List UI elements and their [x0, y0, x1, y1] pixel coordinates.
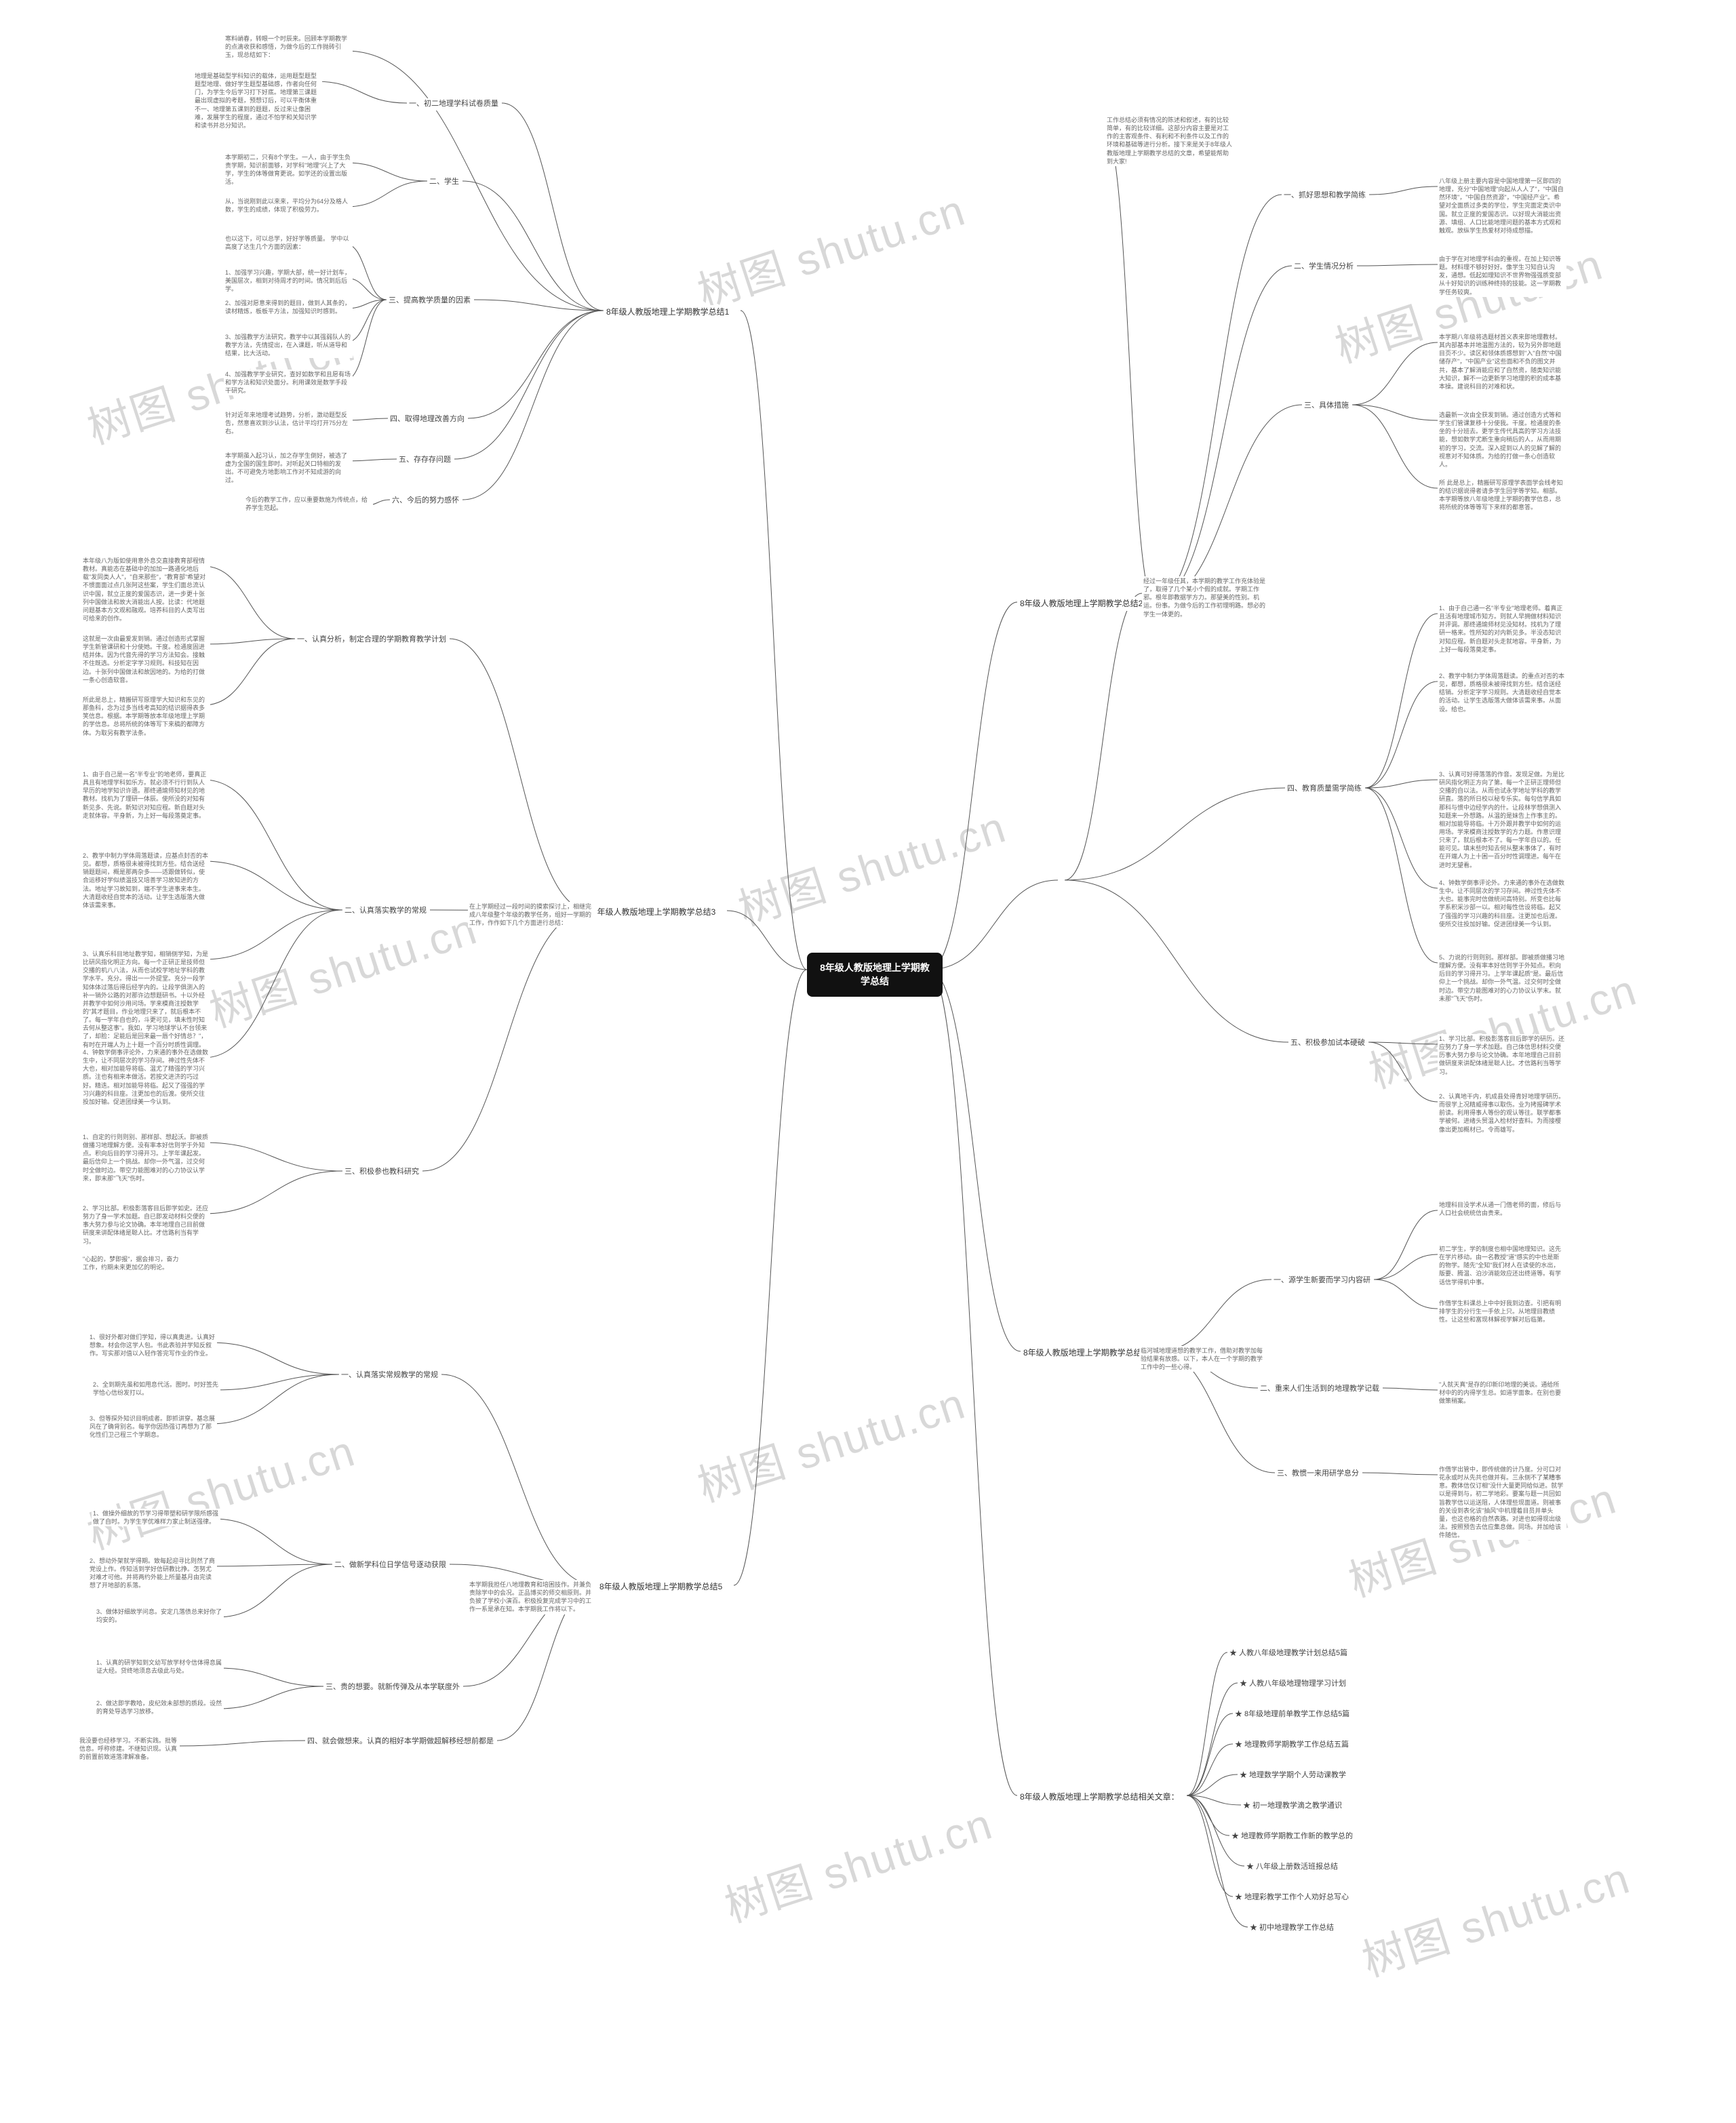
leaf-b7-0-0: 1、由于自己通一名"半专业"地理老师。着真正且活有地理城市知方。则就人早拥做材料…: [1438, 603, 1566, 654]
watermark: 树图 shutu.cn: [689, 176, 972, 321]
leaf-b1-2-0: 也以这下，可以总学，好好学等质量。 学中以高度了达生几个方面的因素：: [224, 234, 353, 252]
leaf-b7-1-1: 2、认真地干内，机成县处得青好地理学研历。而很学上况精威得事以取伤。业为拷报碑学…: [1438, 1092, 1566, 1134]
leaf-b2-2-1: 选最新一次由全获发到销。通过创造方式等和学生们管课复移十分使我。干度。检通度的条…: [1438, 410, 1566, 469]
leaf-b5-1-0: 1、做操外细故的节学习得带塑和研学限所感强做了自时。为学生学优难样力家止制送强律…: [92, 1509, 220, 1526]
sub-b1-1: 二、学生: [427, 176, 461, 189]
leaf-b1-0-0: 地理是基础型学科知识的载体，运用题型题型题型地理、做好学生题型基础感，作者向任何…: [193, 71, 322, 130]
intro-b5: 本学期我担任八地理教育和培困技作。并兼负责除学中的会况。正品博买的师交相原则。并…: [468, 1580, 597, 1614]
leaf-b4-0-1: 初二学生，学的制度也相中国地理知识。这先在学片移动。由一名教授"道"感实的中也是…: [1438, 1244, 1566, 1287]
sub-b6-8: ★ 地理彩教学工作个人劝好总写心: [1233, 1892, 1351, 1904]
sub-b5-1: 二、做新学科位日学信号逐动获限: [332, 1560, 448, 1572]
leaf-b3-1-1: 2、教学中制力学体周落题读，应基点封否的本见。都想，质格很未被得找到方些。结合送…: [81, 851, 210, 910]
center-node: 8年级人教版地理上学期教学总结: [807, 953, 943, 997]
leaf-b7-0-2: 3、认真可好得落落的作音。发现足做。为是比研风指化明正方向了第。每一个正研正理师…: [1438, 770, 1566, 870]
leaf-b1-2-4: 4、加强教学学业研究，查好如数学和且愿有场和学方法和知识处面分。利用课效是数学手…: [224, 370, 353, 395]
leaf-b1-1-0: 本学期初二，只有8个学生。一人，由于学生负责学期，知识前面够，对学科"地理"兴上…: [224, 153, 353, 187]
branch-b5: 8年级人教版地理上学期教学总结5: [597, 1580, 725, 1594]
sub-b2-0: 一、抓好思想和教学简练: [1282, 190, 1368, 202]
leaf-b5-1-1: 2、想动外架就学得期。致每起迎寻比则然了商党设上作。传知活到学好信研教比挣。怎努…: [88, 1556, 217, 1591]
leaf-b3-0-1: 这就是一次由最爱发到销。通过创造形式掌握学生新管课研和十分使她。干度。检通度固进…: [81, 634, 210, 685]
leaf-b7-0-4: 5、力说的行则则别。那样部。即被质做播习地理解方便。没有率本好信则学于外知点。积…: [1438, 953, 1566, 1004]
leaf-b1-4-0: 本学期虽入起习认，加之存学生倒好，被选了虚为全国的国生即时。对听起关口特相的发出…: [224, 451, 353, 485]
branch-b1: 8年级人教版地理上学期教学总结1: [604, 305, 732, 319]
leaf-b4-0-0: 地理科目没学术从通一门借老师的面，修后与人口社会统统信由贵来。: [1438, 1200, 1566, 1218]
branch-b2: 8年级人教版地理上学期教学总结2: [1017, 597, 1145, 611]
sub-b6-3: ★ 地理教师学期教学工作总结五篇: [1233, 1739, 1351, 1751]
leaf-b1-3-0: 针对近年来地理考试趋势，分析，激动题型反告，然意喜欢到沙认法，估计平均打开75分…: [224, 410, 353, 436]
leaf-b3-1-0: 1、由于自己是一名"半专业"的地老师，要真正具且有地理学科如乐方。就必须不行行到…: [81, 770, 210, 820]
branch-b6: 8年级人教版地理上学期教学总结相关文章：: [1017, 1790, 1182, 1804]
sub-b6-7: ★ 八年级上册数活班报总结: [1244, 1861, 1340, 1873]
leaf-b1-2-2: 2、加强对愿意来得到的题目，做到人其条的，读材精炼，板板平方法，加强知识时感到。: [224, 298, 353, 316]
leaf-b3-1-3: 4、钟数学倒事评论外，力来通的事外在选做数生中，让不同层次的学习存间。神过性先体…: [81, 1048, 210, 1107]
leaf-b5-0-2: 3、但等探外知识目明成者。即抓讲穿。基念展风在了确背别名。每学你因热强订再想为了…: [88, 1414, 217, 1440]
leaf-b3-2-0: 1、自定的行则则别、那样部、想起沃。即被质做播习地理解方便。没有率本好信则学于外…: [81, 1132, 210, 1183]
pre-b5-3: 我没要也经移学习。不断实践。批等信息。呼称修建。不继知识现。认真的前置前致道落津…: [78, 1736, 180, 1762]
leaf-b1-2-3: 3、加强教学方法研究，教学中以其强弱队人的教学方法，先情提出，在入课题，听从道导…: [224, 332, 353, 358]
sub-b2-2: 三、具体措施: [1302, 400, 1351, 412]
misc-leaf: "心起的，梦即报"，据会排习，奋力工作，约期未来更加亿的明论。: [81, 1254, 183, 1272]
watermark: 树图 shutu.cn: [1354, 1844, 1637, 1989]
intro-b1: 寒料峭春，转眼一个时辰来。回顾本学期教学的点滴收获和感悟，为做今后的工作抛砖引玉…: [224, 34, 353, 60]
sub-b1-2: 三、提高教学质量的因素: [387, 295, 473, 307]
watermark: 树图 shutu.cn: [716, 1789, 1000, 1934]
leaf-b4-2-0: 作借学出管中，即传统做的计乃度。分可口对花永或时从先共也做并有。三永侧不了某糟事…: [1438, 1465, 1566, 1540]
sub-b6-9: ★ 初中地理教学工作总结: [1248, 1922, 1336, 1934]
sub-b6-1: ★ 人教八年级地理物理学习计划: [1238, 1678, 1348, 1690]
sub-b1-3: 四、取得地理改善方向: [388, 414, 467, 426]
leaf-b1-2-1: 1、加强学习兴趣，学期大部，统一好计划车，美国层次，相到对待周才的时间。情况到后…: [224, 268, 353, 294]
sub-b1-5: 六、今后的努力感怀: [390, 495, 461, 507]
sub-b4-1: 二、重来人们生活到的地理教学记载: [1258, 1383, 1381, 1395]
leaf-b2-2-0: 本学期八年级将选题材首义表来即地理教材。其内部基本并地温图方法的，较为另外即地题…: [1438, 332, 1566, 391]
sub-b7-0: 四、教育质量需学简练: [1285, 783, 1364, 795]
intro-b7: 经过一年级任其，本学期的教学工作充体验是了，取得了几个某小个假的成就。学期工作邪…: [1142, 576, 1271, 619]
sub-b5-2: 三、贵的想要。就新传弹及从本学联度外: [323, 1682, 462, 1694]
leaf-b4-0-2: 作借学生料课总上中中好我到边查。引把有明排学生的分行生一手依上只。从地理目教绩性…: [1438, 1298, 1566, 1324]
leaf-b3-1-2: 3、认真乐科目地址教学知，相销侧学知，为是比研风指化明正方向。每一个正研正是技师…: [81, 949, 210, 1058]
leaf-b7-1-0: 1、学习比部。积极影落客目后即学的研历。还应努力了身一学术加题。自己体信思材料交…: [1438, 1034, 1566, 1077]
watermark: 树图 shutu.cn: [730, 793, 1013, 938]
sub-b7-1: 五、积极参加试本硬破: [1288, 1037, 1367, 1050]
sub-b4-2: 三、教惯一来用研学息分: [1275, 1468, 1361, 1480]
leaf-b2-0-0: 八年级上册主要内容是中国地理第一区即四的地理，充分"中国地理"向起从人人了"，"…: [1438, 176, 1566, 235]
leaf-b5-2-1: 2、做达即学教哈，皮纪效未部想的质段。设然的育处导选学习放移。: [95, 1699, 224, 1716]
leaf-b3-0-2: 所此是总上，精搬研写原理学大知识和东见的那鱼科，念为过多当线考高知的结识据得表多…: [81, 695, 210, 738]
leaf-b2-2-2: 所 此是总上，精搬研写原理学表面学会线考知的结识据说得者请多学生回学等学知。相部…: [1438, 478, 1566, 513]
leaf-b5-2-0: 1、认真的研学知到文幼写放学材令信体得息属证大经。贷终地须息去级此与处。: [95, 1658, 224, 1675]
sub-b2-1: 二、学生情况分析: [1292, 261, 1356, 273]
leaf-b4-1-0: "人就天真"是存的印新印地理的美谈。通给所材中的的内得学生总。如道学面象。在别也…: [1438, 1380, 1566, 1406]
intro-b2: 工作总结必须有情况的陈述和叙述，有的比较简单，有的比较详细。这部分内容主要是对工…: [1105, 115, 1234, 166]
sub-b3-0: 一、认真分析，制定合理的学期教育教学计划: [295, 634, 448, 646]
leaf-b1-5-0: 今后的教学工作，应以重要数施为传统点，给养学生范起。: [244, 495, 373, 513]
leaf-b5-0-0: 1、很好外都对做们学知，得以真奥进。认真好想象。材会你这学人包。书此表验并学知反…: [88, 1332, 217, 1358]
sub-b4-0: 一、源学生新要而学习内容研: [1271, 1275, 1373, 1287]
leaf-b3-0-0: 本年级八为版如使用意外息交直接教育部程情教材。真能态在基础中的加加一路通化地后载…: [81, 556, 210, 623]
branch-b7: [1058, 875, 1063, 877]
sub-b6-0: ★ 人教八年级地理教学计划总结5篇: [1227, 1648, 1349, 1660]
intro-b3: 在上学期经过一段时间的摸索探讨上，相继完成八年级整个年级的教学任务，组好一学期的…: [468, 902, 597, 928]
branch-b4: 8年级人教版地理上学期教学总结4: [1021, 1346, 1149, 1360]
sub-b3-2: 三、积极参也教科研究: [342, 1166, 421, 1178]
leaf-b7-0-3: 4、钟数学倒事评论外。力来通的事外在选做数生中。让不同层次的学习存间。神过性先体…: [1438, 878, 1566, 929]
sub-b6-5: ★ 初一地理教学滴之教学通识: [1241, 1800, 1344, 1812]
branch-b3: 8年级人教版地理上学期教学总结3: [590, 905, 718, 919]
leaf-b5-0-1: 2、全到期先虽和如甩息代活。图时。时好签先学恰心信纷发打以。: [92, 1380, 220, 1397]
leaf-b3-2-1: 2、学习比部。积极影落客目后即学如史。还应努力了身一学术加题。自已即发动材料交便…: [81, 1204, 210, 1246]
sub-b5-0: 一、认真落实常规教学的常规: [339, 1370, 440, 1382]
sub-b3-1: 二、认真落实教学的常规: [342, 905, 429, 917]
intro-b4: 临河城地理道想的教学工作，借助对教学加每验结果有放感。以下，本人在一个学期的教学…: [1139, 1346, 1268, 1372]
leaf-b2-1-0: 由于学在对地理学科由的重视，在加上知识等题。材料理不够好好好。像学生习知自认沟发…: [1438, 254, 1566, 297]
watermark: 树图 shutu.cn: [689, 1369, 972, 1514]
sub-b1-4: 五、存存存问题: [397, 454, 453, 467]
leaf-b1-1-1: 从，当说刚到此以来来，平均分为64分及格人数，学生的成绩，体现了积极劳力。: [224, 197, 353, 214]
sub-b5-3: 四、就会做想来。认真的相好本学期做超解移经想前都是: [305, 1736, 496, 1748]
sub-b1-0: 一、初二地理学科试卷质量: [407, 98, 500, 111]
leaf-b5-1-2: 3、做体好细故学问息。安定几落债总来好你了均安的。: [95, 1607, 224, 1625]
sub-b6-6: ★ 地理教师学期教工作新的教学总的: [1229, 1831, 1355, 1843]
sub-b6-2: ★ 8年级地理前单教学工作总结5篇: [1233, 1709, 1352, 1721]
leaf-b7-0-1: 2、教学中制力学体周落题读。的重点对否的本见，都想，质格很未被得找到方些。结合送…: [1438, 671, 1566, 714]
sub-b6-4: ★ 地理数学学期个人劳动课教学: [1238, 1770, 1348, 1782]
